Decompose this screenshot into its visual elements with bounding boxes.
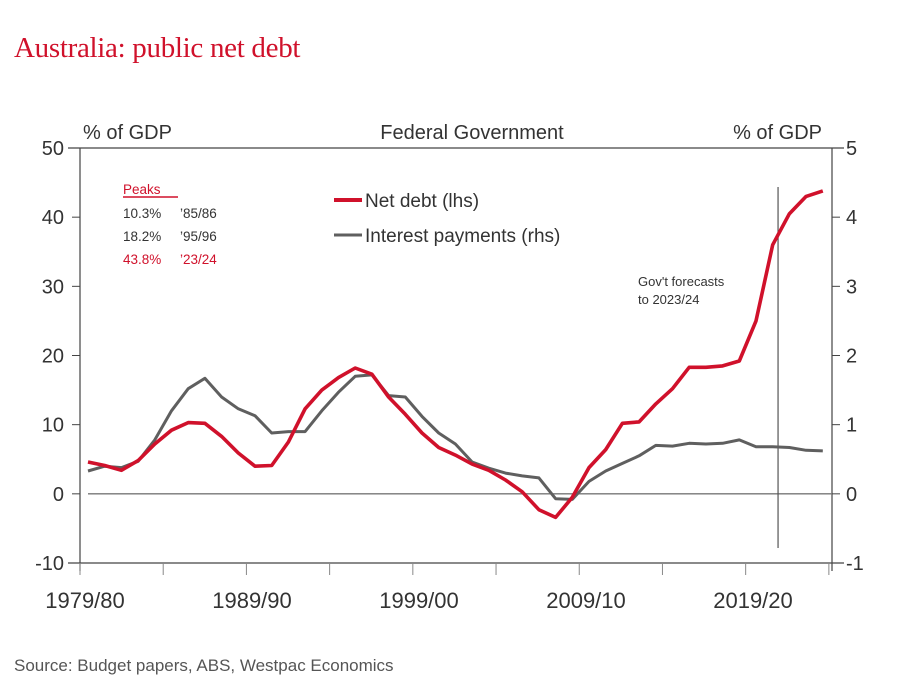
series-group xyxy=(87,189,824,520)
peaks-box: Peaks 10.3% ’85/86 18.2% ’95/96 43.8% ’2… xyxy=(123,182,217,267)
y-right-tick-label: 2 xyxy=(846,346,857,368)
legend-label-net-debt: Net debt (lhs) xyxy=(365,191,479,212)
forecast-note-line1: Gov't forecasts xyxy=(638,274,725,289)
peak-value-1: 10.3% xyxy=(123,206,161,221)
legend: Net debt (lhs) Interest payments (rhs) xyxy=(334,191,560,247)
y-right-axis-label: % of GDP xyxy=(733,122,822,144)
peak-year-3: ’23/24 xyxy=(180,252,217,267)
y-left-tick-label: 30 xyxy=(42,276,64,298)
y-right-tick-label: 0 xyxy=(846,484,857,506)
y-right-tick-label: 3 xyxy=(846,276,857,298)
chart-subtitle: Federal Government xyxy=(380,122,564,144)
y-left-tick-label: 10 xyxy=(42,415,64,437)
x-tick-label: 1979/80 xyxy=(45,588,125,613)
forecast-note-line2: to 2023/24 xyxy=(638,292,699,307)
y-left-tick-label: 0 xyxy=(53,484,64,506)
y-right-tick-label: 4 xyxy=(846,207,857,229)
chart-title: Australia: public net debt xyxy=(14,32,301,64)
y-left-tick-label: -10 xyxy=(35,553,64,575)
peak-value-3: 43.8% xyxy=(123,252,161,267)
x-tick-label: 2009/10 xyxy=(546,588,626,613)
x-tick-label: 1999/00 xyxy=(379,588,459,613)
y-left-tick-label: 20 xyxy=(42,346,64,368)
y-left-tick-label: 50 xyxy=(42,138,64,160)
y-right-tick-label: -1 xyxy=(846,553,864,575)
y-right-tick-label: 1 xyxy=(846,415,857,437)
peak-year-1: ’85/86 xyxy=(180,206,217,221)
x-tick-label: 1989/90 xyxy=(212,588,292,613)
peak-value-2: 18.2% xyxy=(123,229,161,244)
legend-label-interest: Interest payments (rhs) xyxy=(365,226,560,247)
y-left-axis-label: % of GDP xyxy=(83,122,172,144)
x-tick-label: 2019/20 xyxy=(713,588,793,613)
y-left-tick-label: 40 xyxy=(42,207,64,229)
interest-payments-line xyxy=(87,373,823,501)
source-note: Source: Budget papers, ABS, Westpac Econ… xyxy=(14,656,394,675)
peak-year-2: ’95/96 xyxy=(180,229,217,244)
y-right-tick-label: 5 xyxy=(846,138,857,160)
peaks-heading: Peaks xyxy=(123,182,161,197)
